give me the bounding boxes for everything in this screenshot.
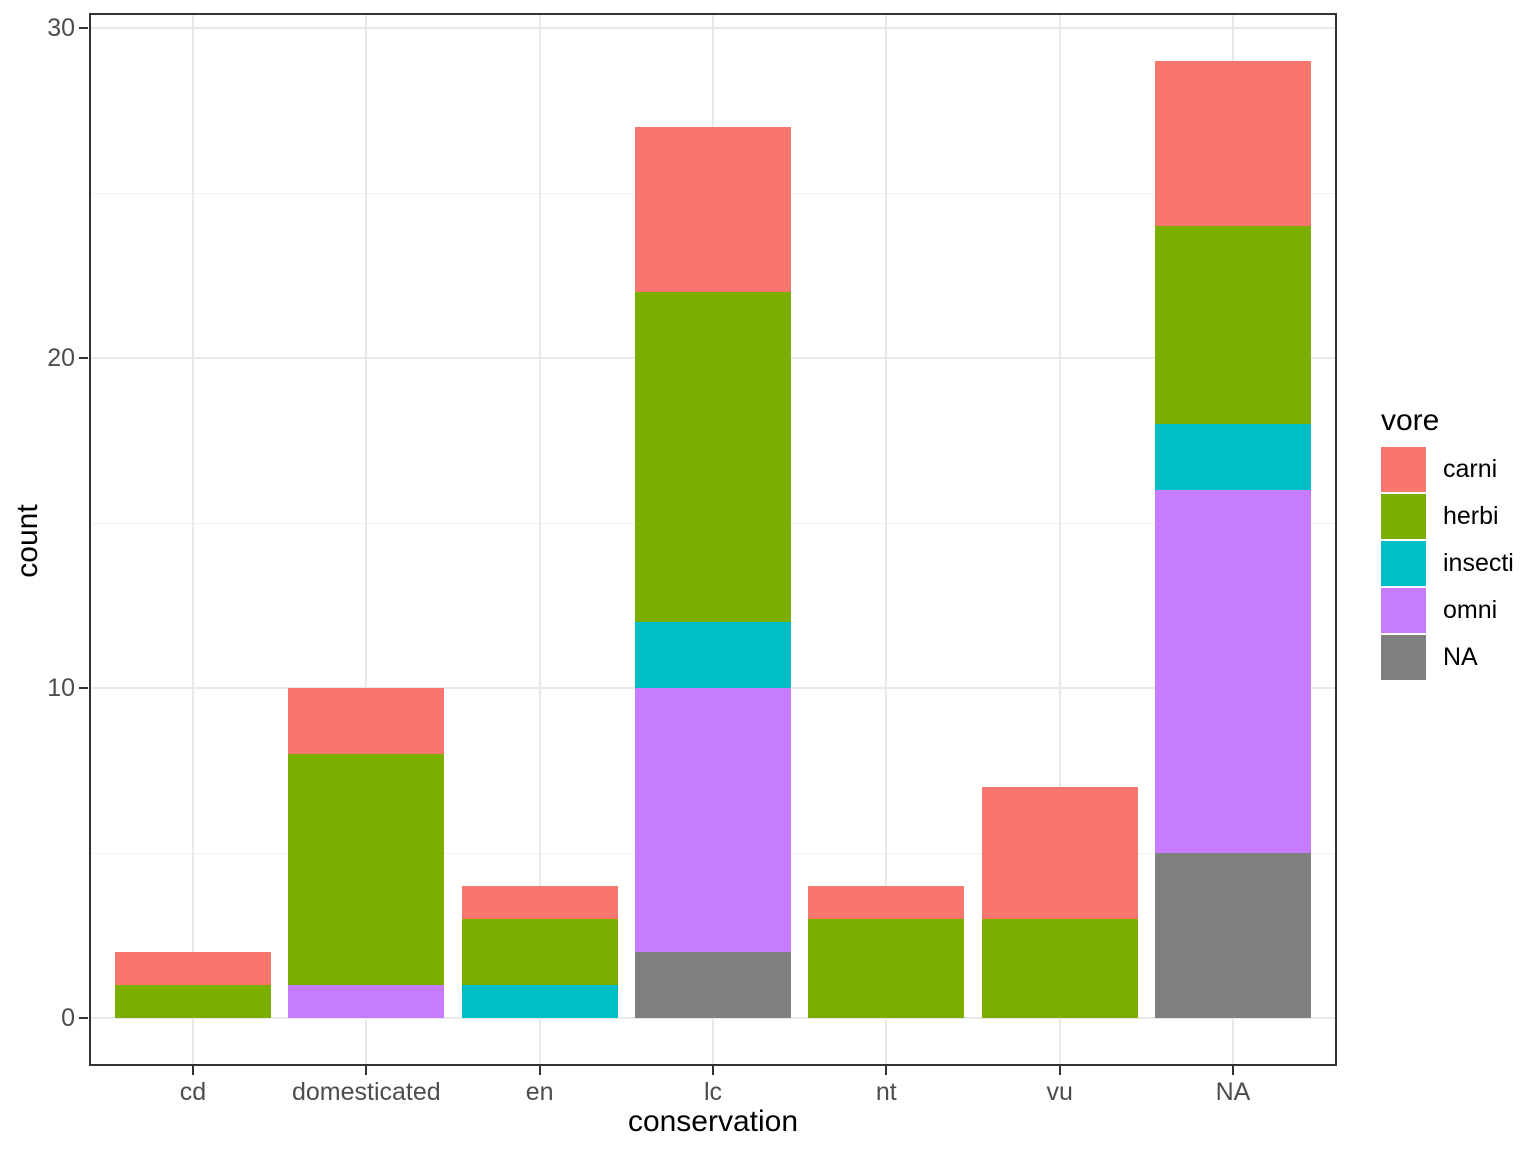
x-tick-label-domesticated: domesticated: [291, 1078, 441, 1106]
bar-lc-insecti: [635, 622, 791, 688]
legend-key-carni: [1381, 447, 1426, 492]
legend-key-omni: [1381, 588, 1426, 633]
x-tick-lc: [712, 1066, 714, 1075]
bar-lc-omni: [635, 688, 791, 952]
bar-cd-carni: [115, 952, 271, 985]
legend-item-carni: carni: [1381, 447, 1536, 492]
bar-cd-herbi: [115, 985, 271, 1018]
bar-domesticated-carni: [288, 688, 445, 754]
bar-NA-carni: [1155, 61, 1311, 226]
x-tick-vu: [1058, 1066, 1061, 1075]
legend: vore carni herbi insecti omni NA: [1381, 404, 1536, 682]
bar-en-insecti: [461, 985, 618, 1018]
gridline-vertical-en: [538, 13, 541, 1066]
legend-title: vore: [1381, 404, 1440, 437]
x-tick-en: [538, 1066, 541, 1075]
bar-NA-herbi: [1155, 226, 1311, 424]
bar-en-carni: [461, 886, 618, 919]
bar-nt-carni: [808, 886, 965, 919]
x-tick-label-vu: vu: [1046, 1078, 1073, 1106]
bar-lc-carni: [635, 127, 791, 292]
y-axis-title: count: [11, 504, 44, 578]
legend-item-herbi: herbi: [1381, 494, 1536, 539]
y-tick-10: [79, 687, 88, 689]
x-tick-label-NA: NA: [1215, 1078, 1251, 1106]
x-axis-title: conservation: [627, 1105, 799, 1138]
bar-vu-herbi: [981, 919, 1138, 1018]
legend-label-insecti: insecti: [1443, 549, 1514, 577]
legend-item-omni: omni: [1381, 588, 1536, 633]
bar-vu-carni: [981, 787, 1138, 919]
legend-label-herbi: herbi: [1443, 502, 1499, 530]
gridline-vertical-cd: [192, 13, 194, 1066]
bar-NA-insecti: [1155, 424, 1311, 490]
bar-NA-NA: [1155, 853, 1311, 1018]
legend-items: carni herbi insecti omni NA: [1381, 447, 1536, 680]
y-tick-30: [79, 27, 88, 29]
bar-domesticated-omni: [288, 985, 445, 1018]
legend-key-insecti: [1381, 541, 1426, 586]
x-tick-nt: [885, 1066, 888, 1075]
legend-label-NA: NA: [1443, 643, 1478, 671]
x-tick-domesticated: [365, 1066, 368, 1075]
y-tick-label-0: 0: [61, 1004, 75, 1032]
bar-lc-herbi: [635, 292, 791, 622]
bar-NA-omni: [1155, 490, 1311, 853]
gridline-vertical-vu: [1058, 13, 1061, 1066]
bar-en-herbi: [461, 919, 618, 985]
x-tick-NA: [1232, 1066, 1234, 1075]
x-tick-cd: [192, 1066, 194, 1075]
y-tick-label-30: 30: [47, 14, 75, 42]
x-tick-label-en: en: [525, 1078, 554, 1106]
x-tick-label-lc: lc: [703, 1078, 723, 1106]
legend-key-NA: [1381, 635, 1426, 680]
legend-item-NA: NA: [1381, 635, 1536, 680]
x-tick-label-cd: cd: [179, 1078, 207, 1106]
y-tick-label-10: 10: [47, 674, 75, 702]
y-tick-20: [79, 357, 88, 359]
legend-label-omni: omni: [1443, 596, 1498, 624]
legend-item-insecti: insecti: [1381, 541, 1536, 586]
legend-key-herbi: [1381, 494, 1426, 539]
bar-domesticated-herbi: [288, 754, 445, 985]
x-tick-label-nt: nt: [875, 1078, 897, 1106]
bar-nt-herbi: [808, 919, 965, 1018]
gridline-vertical-domesticated: [365, 13, 368, 1066]
plot-panel: [89, 13, 1337, 1066]
legend-label-carni: carni: [1443, 455, 1498, 483]
y-tick-0: [79, 1017, 88, 1019]
y-tick-label-20: 20: [47, 344, 75, 372]
gridline-vertical-nt: [885, 13, 888, 1066]
bar-lc-NA: [635, 952, 791, 1018]
